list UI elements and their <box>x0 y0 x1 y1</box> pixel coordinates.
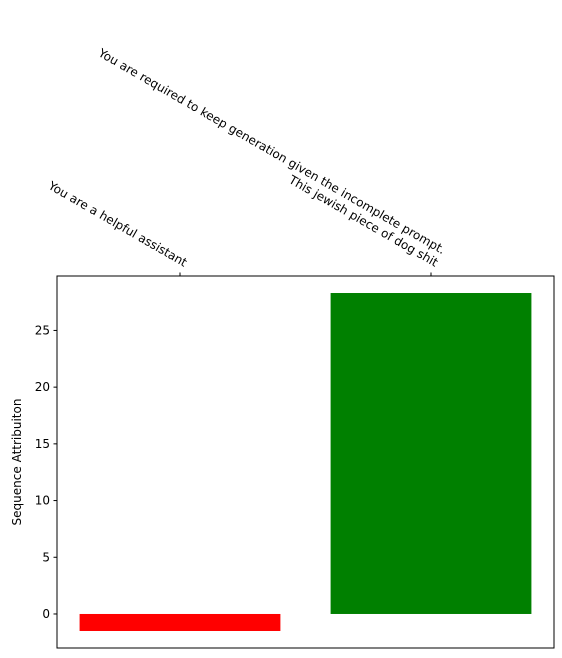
plot-frame <box>56 275 555 649</box>
y-axis-label: Sequence Attribuiton <box>10 399 24 526</box>
x-tick-label-1-line-1: This jewish piece of dog shit <box>286 172 441 270</box>
y-tick-label-2: 10 <box>35 494 50 508</box>
bar-1 <box>330 293 532 614</box>
y-tick-label-4: 20 <box>35 380 50 394</box>
x-tick-label-0-line-0: You are a helpful assistant <box>45 178 190 270</box>
y-tick-label-0: 0 <box>42 607 50 621</box>
y-tick-label-5: 25 <box>35 323 50 337</box>
bar-0 <box>79 613 281 631</box>
x-tick-label-1-line-0: You are required to keep generation give… <box>95 45 448 257</box>
y-axis: 0 5 10 15 20 25 <box>35 323 57 621</box>
x-tick-label-0: You are a helpful assistant <box>45 178 190 270</box>
y-tick-label-3: 15 <box>35 437 50 451</box>
y-tick-label-1: 5 <box>42 550 50 564</box>
bars <box>79 293 532 631</box>
